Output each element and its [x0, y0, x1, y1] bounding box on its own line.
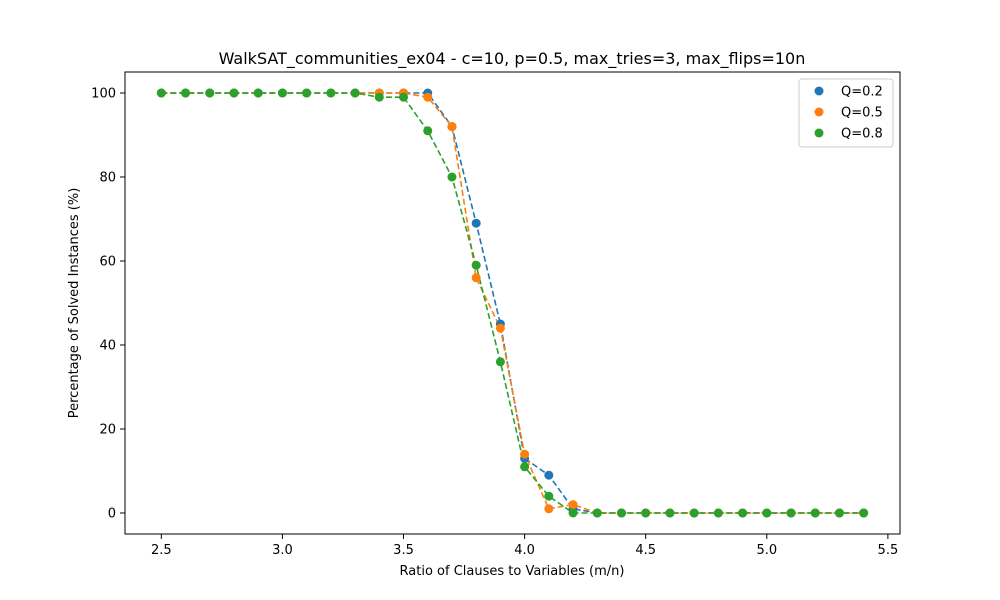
data-point-series-3 — [399, 92, 409, 102]
data-point-series-3 — [181, 88, 191, 98]
y-axis-label: Percentage of Solved Instances (%) — [67, 188, 82, 419]
y-tick-label: 100 — [91, 87, 116, 102]
x-tick-label: 5.0 — [756, 543, 777, 558]
data-point-series-3 — [762, 508, 772, 518]
data-point-series-2 — [544, 504, 554, 514]
data-point-series-3 — [447, 172, 457, 182]
data-point-series-2 — [423, 92, 433, 102]
y-tick-label: 40 — [99, 339, 116, 354]
data-point-series-3 — [544, 491, 554, 501]
data-point-series-1 — [544, 470, 554, 480]
series-points — [156, 88, 869, 518]
data-point-series-1 — [471, 218, 481, 228]
data-point-series-3 — [156, 88, 166, 98]
legend-marker-3 — [814, 128, 824, 138]
data-point-series-3 — [786, 508, 796, 518]
data-point-series-3 — [859, 508, 869, 518]
x-axis-label: Ratio of Clauses to Variables (m/n) — [400, 564, 625, 579]
legend-label-3: Q=0.8 — [841, 127, 883, 142]
data-point-series-3 — [568, 508, 578, 518]
data-point-series-3 — [495, 357, 505, 367]
x-tick-label: 2.5 — [151, 543, 172, 558]
x-tick-label: 5.5 — [878, 543, 899, 558]
data-point-series-3 — [738, 508, 748, 518]
x-tick-label: 4.0 — [514, 543, 535, 558]
data-point-series-3 — [350, 88, 360, 98]
data-point-series-3 — [253, 88, 263, 98]
data-point-series-3 — [423, 126, 433, 136]
legend-marker-2 — [814, 107, 824, 117]
y-tick-label: 20 — [99, 423, 116, 438]
data-point-series-3 — [374, 92, 384, 102]
data-point-series-2 — [568, 500, 578, 510]
y-tick-label: 0 — [108, 507, 116, 522]
legend-label-1: Q=0.2 — [841, 85, 883, 100]
data-point-series-3 — [205, 88, 215, 98]
data-point-series-3 — [665, 508, 675, 518]
data-point-series-2 — [471, 273, 481, 283]
data-point-series-3 — [689, 508, 699, 518]
x-tick-label: 4.5 — [635, 543, 656, 558]
y-tick-label: 60 — [99, 255, 116, 270]
x-tick-label: 3.5 — [393, 543, 414, 558]
data-point-series-2 — [495, 323, 505, 333]
data-point-series-2 — [520, 449, 530, 459]
legend: Q=0.2 Q=0.5 Q=0.8 — [798, 78, 894, 148]
y-axis: 0 20 40 60 80 100 — [91, 87, 125, 522]
data-point-series-3 — [302, 88, 312, 98]
plot-frame — [124, 71, 901, 535]
data-point-series-3 — [810, 508, 820, 518]
data-point-series-3 — [592, 508, 602, 518]
chart-title: WalkSAT_communities_ex04 - c=10, p=0.5, … — [219, 49, 806, 69]
data-point-series-3 — [229, 88, 239, 98]
legend-label-2: Q=0.5 — [841, 106, 883, 121]
data-point-series-3 — [520, 462, 530, 472]
data-point-series-3 — [834, 508, 844, 518]
x-axis: 2.5 3.0 3.5 4.0 4.5 5.0 5.5 — [151, 534, 898, 558]
data-point-series-3 — [277, 88, 287, 98]
data-point-series-3 — [713, 508, 723, 518]
data-point-series-3 — [326, 88, 336, 98]
legend-marker-1 — [814, 86, 824, 96]
y-tick-label: 80 — [99, 171, 116, 186]
x-tick-label: 3.0 — [272, 543, 293, 558]
data-point-series-3 — [471, 260, 481, 270]
legend-frame — [798, 78, 894, 148]
data-point-series-3 — [641, 508, 651, 518]
data-point-series-3 — [616, 508, 626, 518]
data-point-series-2 — [447, 122, 457, 132]
